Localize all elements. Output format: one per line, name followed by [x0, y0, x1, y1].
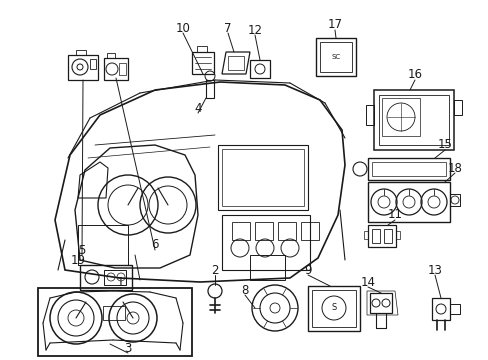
Bar [103, 306, 125, 320]
Bar [373, 90, 453, 150]
Text: 1: 1 [116, 275, 123, 288]
Bar [307, 286, 359, 331]
Text: 9: 9 [304, 264, 311, 276]
Bar [192, 52, 214, 74]
Bar [254, 222, 272, 240]
Bar [395, 231, 399, 239]
Bar [205, 80, 214, 98]
Bar [249, 255, 285, 280]
Bar [119, 63, 126, 75]
Text: 11: 11 [386, 208, 402, 221]
Bar [369, 293, 391, 313]
Bar [371, 229, 379, 243]
Bar [365, 105, 373, 125]
Text: 6: 6 [151, 238, 159, 252]
Text: 17: 17 [327, 18, 342, 31]
Text: 4: 4 [194, 102, 202, 114]
Bar [104, 270, 126, 285]
Bar [367, 182, 449, 222]
Bar [381, 98, 419, 136]
Bar [315, 38, 355, 76]
Text: 15: 15 [437, 139, 451, 152]
Bar [278, 222, 295, 240]
Text: 5: 5 [78, 243, 85, 256]
Text: 2: 2 [211, 264, 218, 276]
Bar [431, 298, 449, 320]
Bar [301, 222, 318, 240]
Bar [319, 42, 351, 72]
Text: 13: 13 [427, 264, 442, 276]
Text: 14: 14 [360, 275, 375, 288]
Bar [231, 222, 249, 240]
Bar [222, 215, 309, 270]
Bar [453, 100, 461, 115]
Bar [38, 288, 192, 356]
Bar [218, 145, 307, 210]
Bar [367, 225, 395, 247]
Text: SC: SC [331, 54, 340, 60]
Bar [371, 162, 445, 176]
Bar [378, 95, 448, 145]
Bar [107, 53, 115, 58]
Bar [449, 304, 459, 314]
Text: 10: 10 [175, 22, 190, 35]
Text: 7: 7 [224, 22, 231, 35]
Bar [449, 194, 459, 206]
Text: S: S [331, 303, 336, 312]
Bar [222, 149, 304, 206]
Bar [104, 58, 128, 80]
Bar [68, 55, 98, 80]
Bar [76, 50, 86, 55]
Bar [363, 231, 367, 239]
Bar [80, 265, 132, 290]
Bar [197, 46, 206, 52]
Text: 3: 3 [124, 342, 131, 355]
Bar [383, 229, 391, 243]
Bar [367, 158, 449, 180]
Bar [311, 290, 355, 327]
Text: 16: 16 [407, 68, 422, 81]
Bar [78, 225, 128, 265]
Bar [90, 59, 96, 69]
Text: 8: 8 [241, 284, 248, 297]
Text: 18: 18 [447, 162, 462, 175]
Text: 12: 12 [247, 23, 262, 36]
Text: 19: 19 [70, 253, 85, 266]
Bar [227, 56, 244, 70]
Bar [249, 60, 269, 78]
